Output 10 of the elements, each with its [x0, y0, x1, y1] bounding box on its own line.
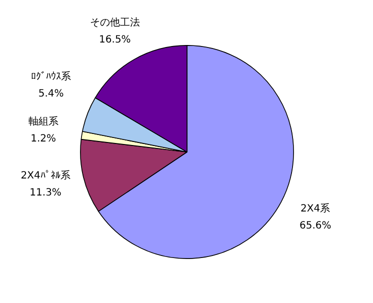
data-label: 5.4%: [38, 88, 64, 100]
data-label: 1.2%: [30, 133, 56, 144]
slice-label: 軸組系: [28, 115, 58, 128]
slice-label: その他工法: [90, 16, 140, 28]
slice-label: 2X4系: [300, 202, 330, 214]
data-label: 11.3%: [30, 187, 62, 198]
slice-label: 2X4ﾊﾟﾈﾙ系: [20, 169, 70, 182]
data-label: 65.6%: [299, 220, 332, 232]
slice-label: ﾛｸﾞﾊｳｽ系: [31, 70, 72, 82]
data-label: 16.5%: [99, 34, 131, 46]
